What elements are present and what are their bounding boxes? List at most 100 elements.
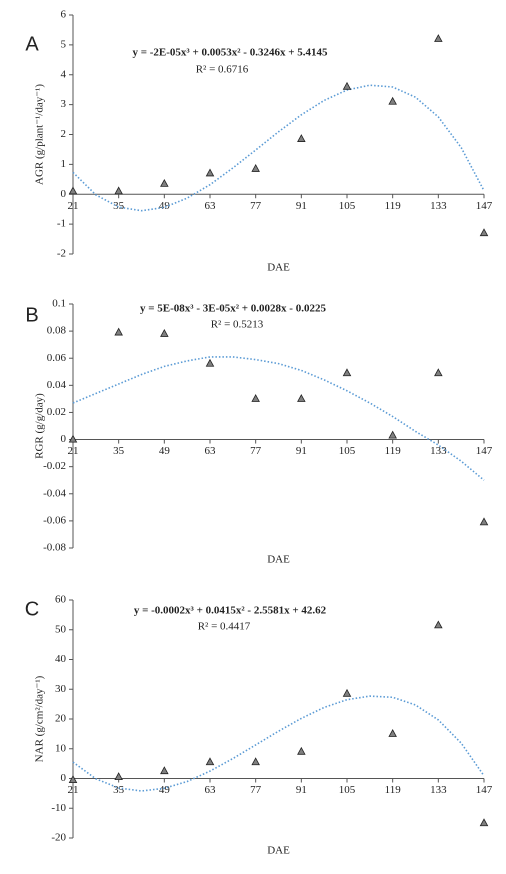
y-tick-label: 5 <box>61 38 67 50</box>
data-point <box>342 368 352 377</box>
data-point <box>297 746 306 755</box>
y-tick-label: 6 <box>61 9 67 21</box>
data-point <box>68 186 78 195</box>
data-point <box>297 394 306 402</box>
data-point <box>114 327 123 336</box>
data-point <box>251 757 260 766</box>
x-tick-label: 105 <box>339 445 356 457</box>
r-squared: R² = 0.6716 <box>196 64 249 76</box>
data-point <box>434 368 443 377</box>
x-tick-label: 63 <box>205 784 217 796</box>
r-squared: R² = 0.4417 <box>198 621 251 633</box>
x-tick-label: 91 <box>296 200 307 212</box>
x-tick-label: 119 <box>385 784 402 796</box>
y-tick-label: 0.02 <box>47 406 66 418</box>
data-point <box>68 775 78 783</box>
data-point <box>160 766 169 775</box>
x-axis-title: DAE <box>267 554 290 566</box>
panel-label: A <box>25 33 39 55</box>
data-point <box>388 430 397 439</box>
y-tick-label: 20 <box>55 713 67 725</box>
data-point <box>297 134 306 142</box>
x-tick-label: 63 <box>205 445 217 457</box>
data-point <box>205 757 215 766</box>
y-tick-label: 0 <box>61 188 67 200</box>
data-point <box>479 818 489 827</box>
data-point <box>434 620 443 629</box>
data-point <box>342 688 352 697</box>
y-tick-label: 10 <box>55 742 67 754</box>
data-point <box>160 328 169 337</box>
y-axis-title: NAR (g/cm²/day⁻¹) <box>34 675 46 762</box>
y-tick-label: -0.08 <box>43 542 66 554</box>
y-tick-label: -0.04 <box>43 487 66 499</box>
x-tick-label: 21 <box>68 445 79 457</box>
data-point <box>479 228 489 237</box>
x-tick-label: 119 <box>385 445 402 457</box>
y-tick-label: 1 <box>61 158 67 170</box>
x-tick-label: 49 <box>159 784 171 796</box>
data-point <box>68 434 78 443</box>
y-tick-label: 40 <box>55 653 67 665</box>
y-tick-label: 3 <box>61 98 67 110</box>
x-tick-label: 147 <box>476 784 493 796</box>
y-tick-label: 30 <box>55 683 67 695</box>
x-tick-label: 119 <box>385 200 402 212</box>
x-tick-label: 63 <box>205 200 217 212</box>
trendline <box>72 84 485 212</box>
y-tick-label: 0.08 <box>47 325 67 337</box>
x-tick-label: 133 <box>430 445 447 457</box>
y-tick-label: -1 <box>57 218 66 230</box>
trend-equation: y = -2E-05x³ + 0.0053x² - 0.3246x + 5.41… <box>133 47 328 59</box>
x-axis-title: DAE <box>267 845 290 857</box>
y-tick-label: 0.06 <box>47 352 67 364</box>
x-tick-label: 49 <box>159 445 171 457</box>
trend-equation: y = 5E-08x³ - 3E-05x² + 0.0028x - 0.0225 <box>140 303 326 315</box>
data-point <box>205 168 215 177</box>
x-tick-label: 105 <box>339 200 356 212</box>
x-tick-label: 21 <box>68 200 79 212</box>
y-axis-title: RGR (g/g/day) <box>34 393 46 459</box>
x-tick-label: 105 <box>339 784 356 796</box>
data-point <box>388 729 397 737</box>
panel-label: C <box>25 598 39 620</box>
y-tick-label: -10 <box>51 802 66 814</box>
x-tick-label: 49 <box>159 200 171 212</box>
x-axis-title: DAE <box>267 262 290 274</box>
data-point <box>114 772 123 781</box>
trend-equation: y = -0.0002x³ + 0.0415x² - 2.5581x + 42.… <box>134 605 327 617</box>
data-point <box>251 394 260 402</box>
data-point <box>479 517 489 526</box>
y-tick-label: 0 <box>61 433 67 445</box>
x-tick-label: 35 <box>113 445 125 457</box>
data-point <box>160 178 169 187</box>
y-tick-label: 0.1 <box>52 298 66 310</box>
y-tick-label: 50 <box>55 623 67 635</box>
y-tick-label: 2 <box>61 128 67 140</box>
data-point <box>342 81 352 90</box>
x-tick-label: 133 <box>430 784 447 796</box>
y-tick-label: 0.04 <box>47 379 67 391</box>
y-tick-label: -0.02 <box>43 460 66 472</box>
y-tick-label: -0.06 <box>43 514 66 526</box>
x-tick-label: 77 <box>250 784 262 796</box>
x-tick-label: 147 <box>476 445 493 457</box>
trendline <box>72 356 485 481</box>
y-axis-title: AGR (g/plant⁻¹/day⁻¹) <box>34 84 46 185</box>
x-tick-label: 147 <box>476 200 493 212</box>
x-tick-label: 21 <box>68 784 79 796</box>
r-squared: R² = 0.5213 <box>211 319 264 331</box>
x-tick-label: 77 <box>250 445 262 457</box>
y-tick-label: -2 <box>57 248 66 260</box>
y-tick-label: 0 <box>61 772 67 784</box>
y-tick-label: -20 <box>51 832 66 844</box>
x-tick-label: 35 <box>113 784 125 796</box>
y-tick-label: 4 <box>61 68 67 80</box>
x-tick-label: 91 <box>296 445 307 457</box>
x-tick-label: 91 <box>296 784 307 796</box>
panel-label: B <box>25 304 38 326</box>
data-point <box>205 358 215 367</box>
data-point <box>434 34 443 42</box>
x-tick-label: 133 <box>430 200 447 212</box>
data-point <box>114 186 123 195</box>
